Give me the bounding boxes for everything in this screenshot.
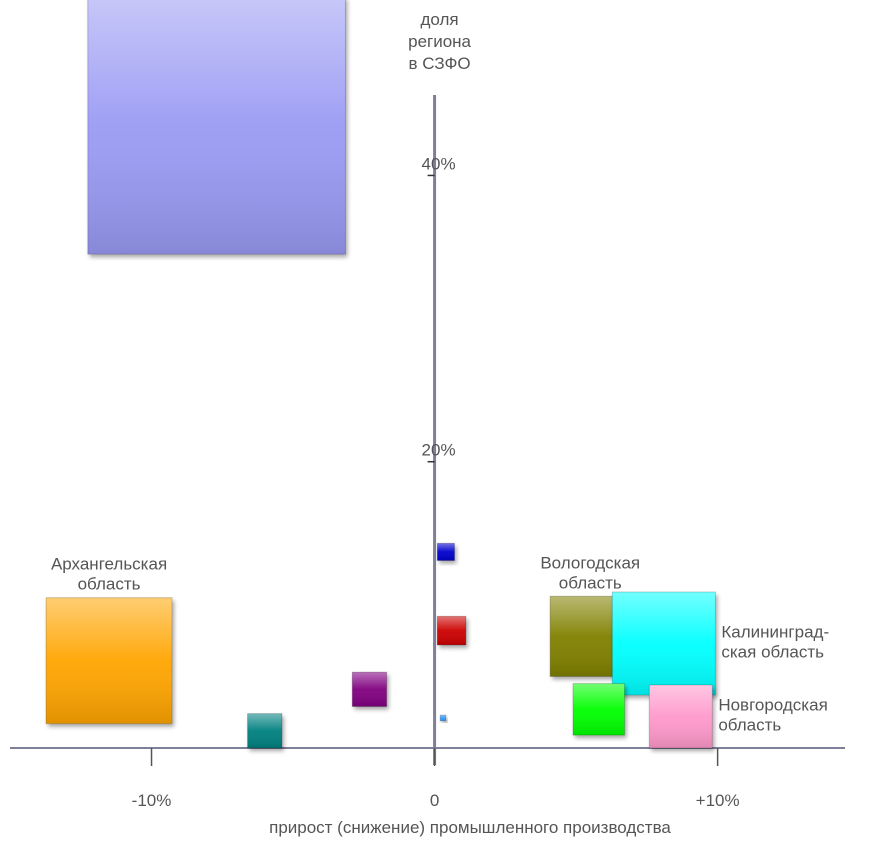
x-tick-label: +10%	[696, 791, 740, 810]
data-points	[45, 0, 716, 749]
data-label: область	[559, 573, 622, 592]
data-point-gloss	[436, 542, 455, 561]
x-axis-title: прирост (снижение) промышленного произво…	[269, 818, 671, 837]
data-point-gloss	[247, 713, 283, 749]
x-tick-label: -10%	[132, 791, 172, 810]
data-point	[436, 542, 455, 561]
y-axis-title: доля	[421, 10, 459, 29]
y-axis-title: региона	[408, 32, 471, 51]
data-label: Калининград-	[721, 623, 829, 642]
x-tick-label: 0	[430, 791, 439, 810]
data-point-gloss	[648, 684, 713, 749]
y-axis-title: в СЗФО	[409, 54, 471, 73]
data-point	[648, 684, 713, 749]
data-label: Новгородская	[718, 696, 827, 715]
data-point	[436, 615, 467, 646]
y-tick-label: 20%	[422, 441, 456, 460]
data-point	[572, 683, 626, 736]
data-point-gloss	[572, 683, 626, 736]
data-label: область	[718, 716, 781, 735]
data-point-gloss	[439, 714, 447, 722]
data-label: область	[78, 575, 141, 594]
data-point	[45, 597, 173, 725]
data-point	[87, 0, 346, 255]
data-point	[247, 713, 283, 749]
data-point	[611, 591, 716, 696]
axes: -10% 0 +10% 20% 40% доля региона в СЗФО прирост …	[10, 10, 845, 837]
data-point-gloss	[87, 0, 346, 255]
data-point-gloss	[611, 591, 716, 696]
data-labels: Санкт-ПетербургАрхангельскаяобластьВолог…	[51, 553, 829, 735]
data-label: ская область	[721, 643, 824, 662]
data-point-gloss	[351, 671, 388, 707]
data-point-gloss	[436, 615, 467, 646]
data-point	[439, 714, 447, 722]
data-label: Вологодская	[540, 553, 640, 572]
data-label: Архангельская	[51, 555, 167, 574]
data-point	[351, 671, 388, 707]
y-tick-label: 40%	[422, 154, 456, 173]
data-point-gloss	[45, 597, 173, 725]
